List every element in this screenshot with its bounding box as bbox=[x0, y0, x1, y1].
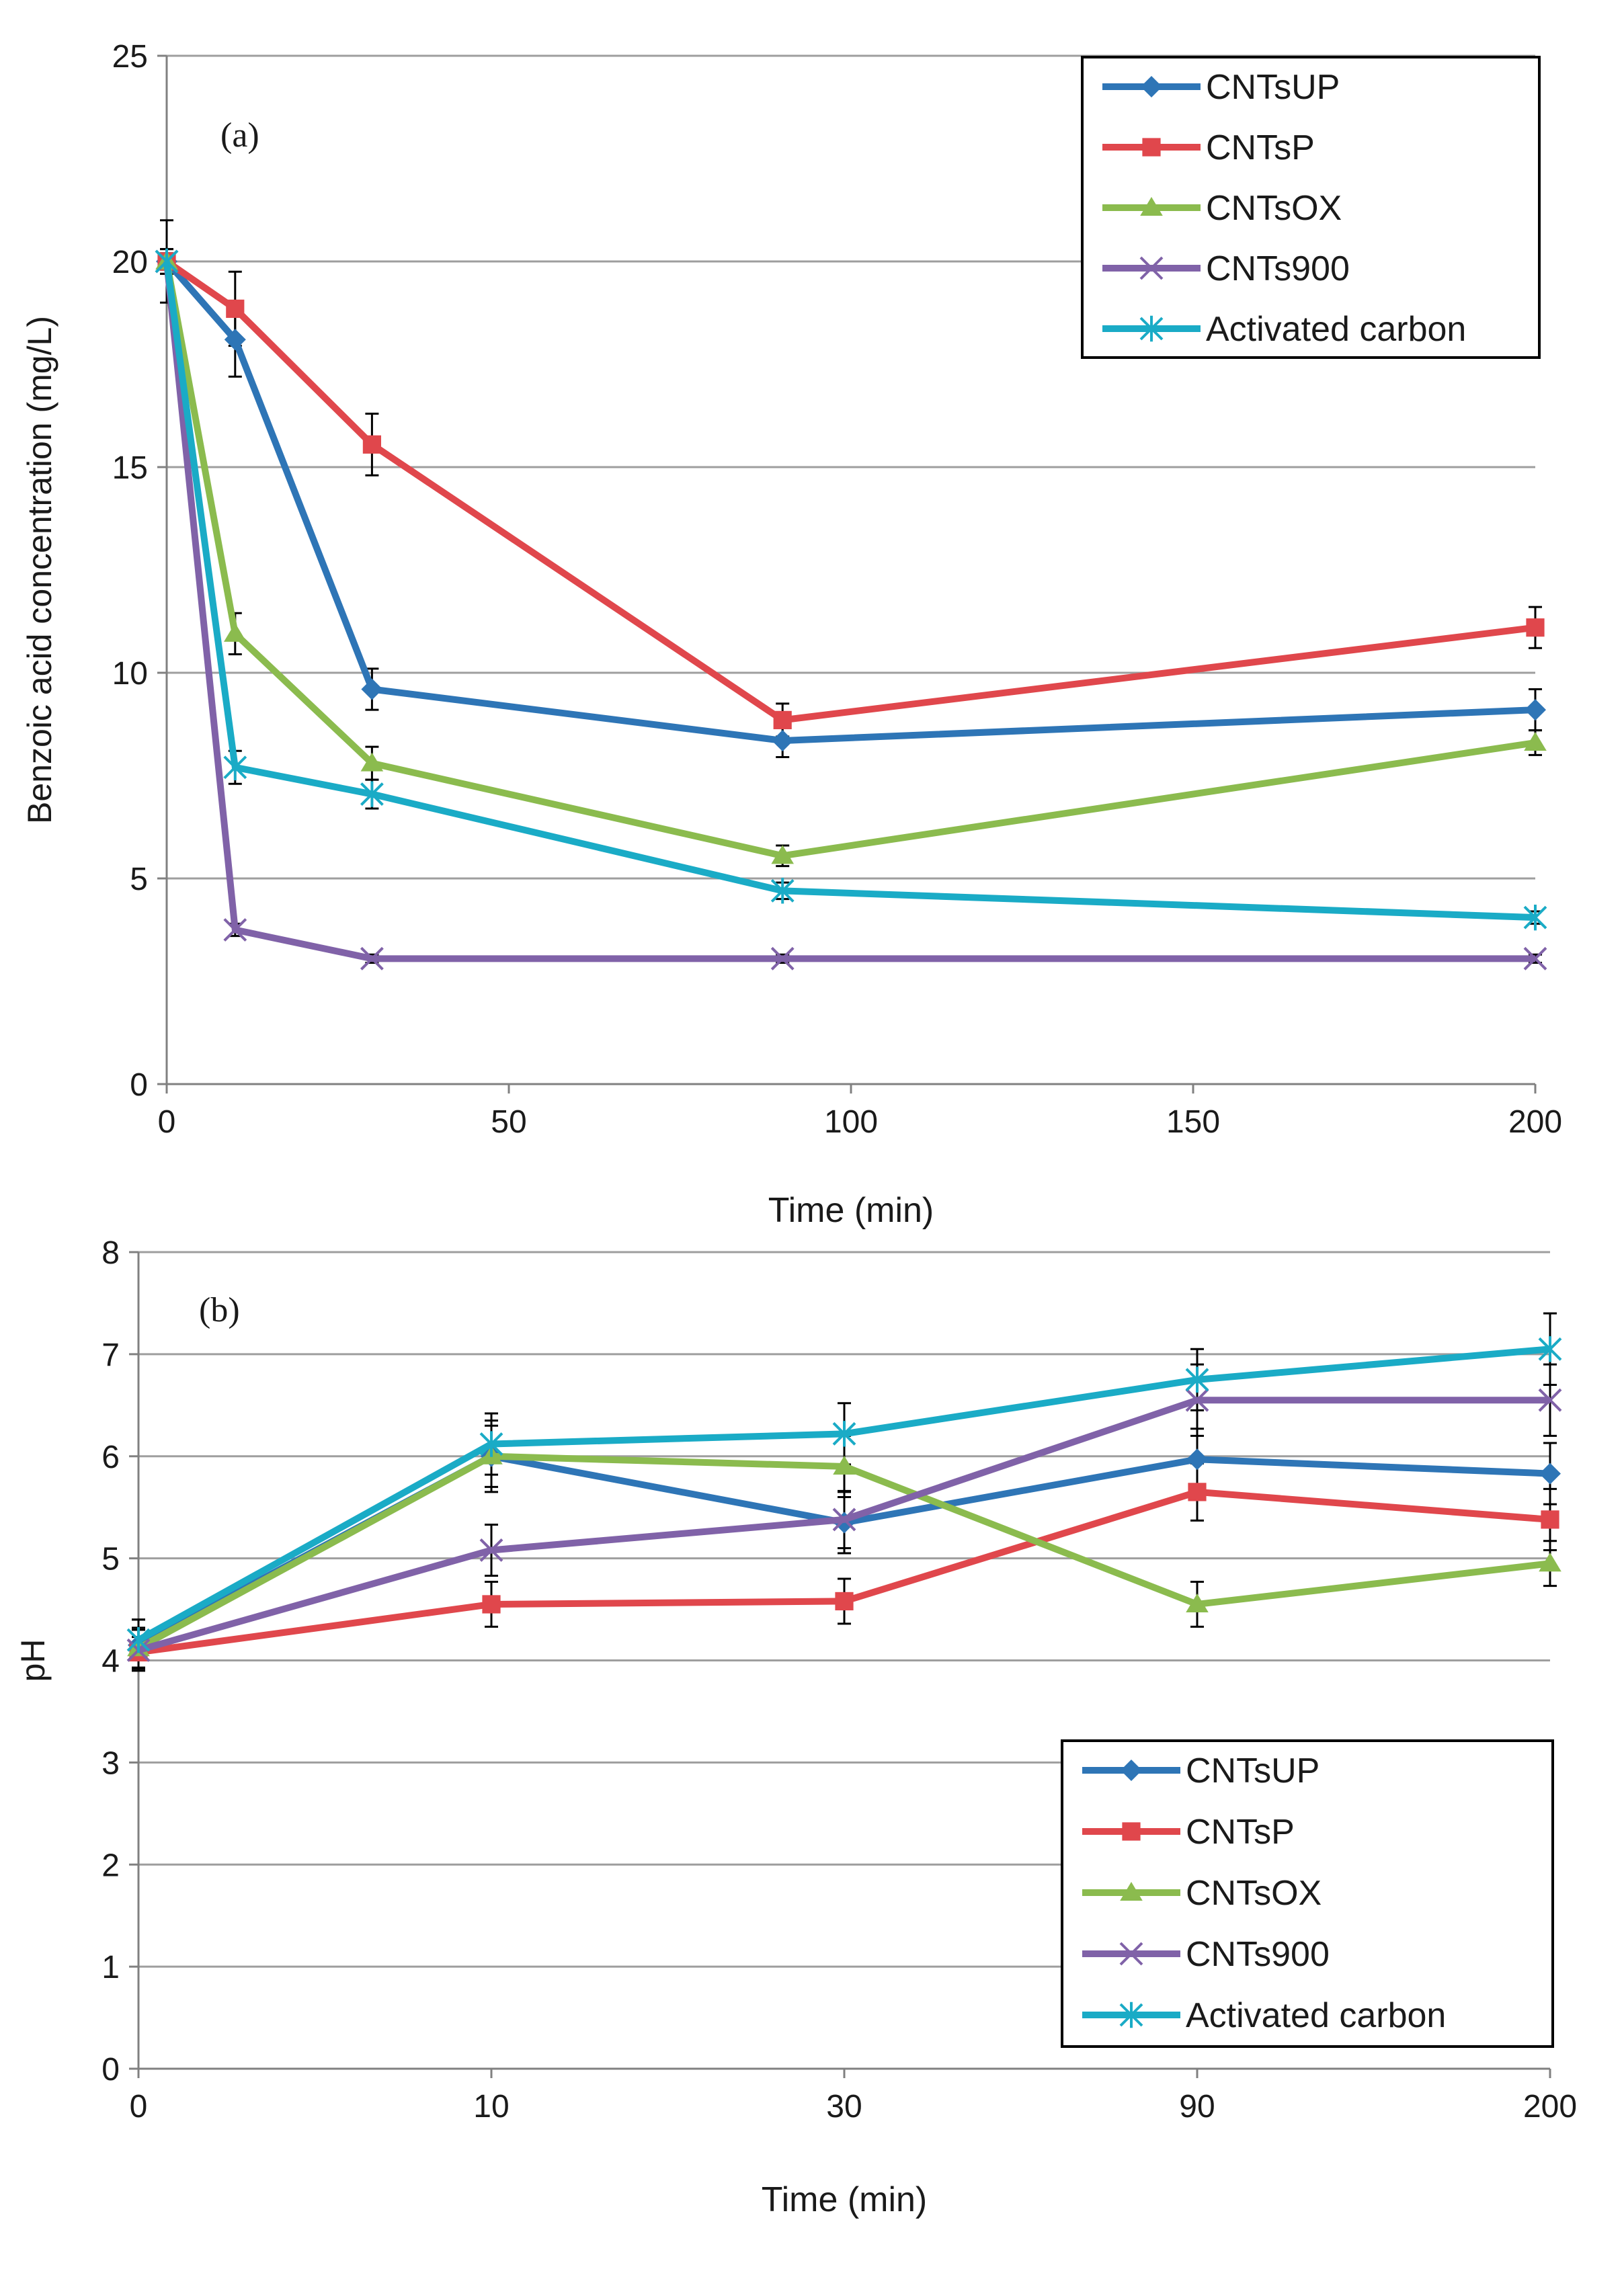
legend-marker bbox=[1139, 315, 1164, 342]
data-point bbox=[832, 1508, 856, 1532]
data-point bbox=[770, 878, 795, 904]
data-point bbox=[155, 248, 179, 275]
legend-label: CNTsUP bbox=[1186, 1751, 1320, 1790]
data-point bbox=[1539, 1553, 1561, 1572]
legend-marker bbox=[1119, 1942, 1143, 1966]
legend-label: CNTsOX bbox=[1186, 1874, 1322, 1913]
y-tick-label: 0 bbox=[102, 2052, 120, 2088]
data-point bbox=[362, 435, 381, 454]
data-point bbox=[126, 1626, 151, 1653]
legend-label: Activated carbon bbox=[1206, 310, 1466, 349]
legend-marker bbox=[1121, 1760, 1142, 1781]
y-tick-label: 20 bbox=[112, 245, 148, 280]
data-point bbox=[771, 845, 794, 864]
legend-label: CNTsP bbox=[1186, 1813, 1295, 1852]
y-axis-label: pH bbox=[14, 1639, 52, 1682]
data-point bbox=[1185, 1388, 1209, 1412]
legend-label: CNTs900 bbox=[1206, 249, 1350, 288]
data-point bbox=[360, 781, 384, 807]
y-tick-label: 10 bbox=[112, 656, 148, 692]
data-point bbox=[772, 729, 794, 751]
x-tick-label: 150 bbox=[1166, 1104, 1220, 1140]
y-tick-label: 5 bbox=[130, 862, 148, 897]
y-tick-label: 15 bbox=[112, 450, 148, 486]
data-point bbox=[1188, 1483, 1207, 1501]
x-tick-label: 90 bbox=[1179, 2089, 1215, 2124]
data-point bbox=[479, 1538, 503, 1562]
x-tick-label: 0 bbox=[158, 1104, 176, 1140]
data-point bbox=[1186, 1448, 1208, 1471]
data-point bbox=[1523, 946, 1547, 971]
y-tick-label: 1 bbox=[102, 1950, 120, 1985]
data-point bbox=[1525, 699, 1546, 721]
y-tick-label: 25 bbox=[112, 39, 148, 75]
chart-panel-a: 0 5 10 15 20 25 0 50 100 150 200 Time (min) Benzoic … bbox=[21, 39, 1562, 1230]
data-point bbox=[1185, 1366, 1209, 1393]
legend-marker bbox=[1142, 138, 1161, 157]
legend-label: CNTsUP bbox=[1206, 68, 1340, 107]
data-point bbox=[1186, 1593, 1209, 1612]
panel-label: (a) bbox=[220, 116, 259, 155]
x-axis-label: Time (min) bbox=[762, 2180, 928, 2219]
data-point bbox=[224, 329, 246, 351]
data-point bbox=[1523, 904, 1547, 931]
legend-marker bbox=[1122, 1822, 1141, 1841]
x-tick-label: 200 bbox=[1523, 2089, 1577, 2124]
x-axis-label: Time (min) bbox=[768, 1191, 934, 1230]
y-tick-label: 2 bbox=[102, 1848, 120, 1883]
data-point bbox=[832, 1421, 856, 1447]
x-tick-label: 30 bbox=[826, 2089, 862, 2124]
legend: CNTsUP CNTsP CNTsOX CNTs900 Activated carbon bbox=[1061, 1739, 1554, 2048]
data-point bbox=[226, 299, 245, 318]
x-tick-label: 0 bbox=[130, 2089, 148, 2124]
data-point bbox=[482, 1595, 501, 1614]
data-point bbox=[223, 754, 247, 780]
y-tick-label: 7 bbox=[102, 1337, 120, 1373]
data-point bbox=[770, 946, 795, 971]
data-point bbox=[224, 622, 247, 642]
x-tick-label: 50 bbox=[491, 1104, 526, 1140]
legend-marker bbox=[1120, 1882, 1143, 1901]
y-tick-label: 5 bbox=[102, 1542, 120, 1577]
legend-marker bbox=[1141, 76, 1162, 97]
x-tick-label: 10 bbox=[473, 2089, 509, 2124]
y-tick-label: 4 bbox=[102, 1644, 120, 1680]
data-point bbox=[1538, 1336, 1562, 1362]
data-point bbox=[773, 710, 792, 729]
data-point bbox=[1524, 732, 1547, 751]
data-point bbox=[1538, 1388, 1562, 1412]
data-point bbox=[479, 1431, 503, 1457]
y-tick-label: 6 bbox=[102, 1440, 120, 1475]
data-point bbox=[360, 752, 384, 772]
data-point bbox=[1526, 618, 1545, 637]
legend-marker bbox=[1119, 2002, 1143, 2028]
data-point bbox=[223, 918, 247, 942]
data-point bbox=[1539, 1462, 1561, 1485]
y-axis-label: Benzoic acid concentration (mg/L) bbox=[21, 316, 58, 824]
y-tick-label: 8 bbox=[102, 1235, 120, 1271]
legend-marker bbox=[1140, 197, 1163, 216]
data-point bbox=[835, 1592, 854, 1611]
legend-label: CNTs900 bbox=[1186, 1935, 1330, 1974]
legend-marker bbox=[1139, 256, 1164, 280]
legend-label: CNTsOX bbox=[1206, 189, 1342, 228]
chart-panel-b: 0 1 2 3 4 5 6 7 8 0 10 30 90 200 Time (min) pH (b) CNTsUP… bbox=[14, 1235, 1577, 2219]
panel-label: (b) bbox=[199, 1291, 240, 1329]
legend-label: Activated carbon bbox=[1186, 1996, 1446, 2035]
data-point bbox=[833, 1455, 856, 1475]
legend-label: CNTsP bbox=[1206, 128, 1315, 167]
y-tick-label: 3 bbox=[102, 1745, 120, 1781]
data-point bbox=[361, 678, 383, 700]
legend: CNTsUP CNTsP CNTsOX CNTs900 Activated carbon bbox=[1081, 56, 1541, 359]
x-tick-label: 200 bbox=[1508, 1104, 1562, 1140]
data-point bbox=[360, 946, 384, 971]
y-tick-label: 0 bbox=[130, 1067, 148, 1103]
data-point bbox=[1541, 1510, 1559, 1529]
x-tick-label: 100 bbox=[824, 1104, 878, 1140]
